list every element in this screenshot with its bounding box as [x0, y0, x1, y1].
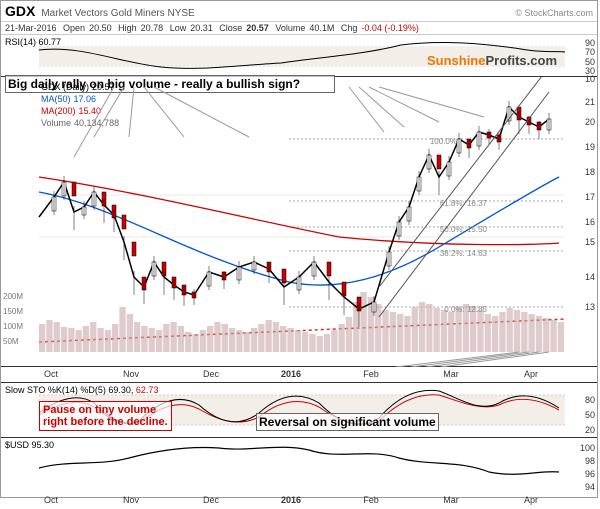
chart-header: GDX Market Vectors Gold Miners NYSE © St…	[1, 1, 597, 22]
annotation-reversal: Reversal on significant volume	[256, 413, 439, 431]
chg-val: -0.04 (-0.19%)	[361, 23, 419, 33]
ohlc-row: 21-Mar-2016 Open 20.50 High 20.78 Low20.31…	[1, 22, 597, 35]
sto-panel: Slow STO %K(14) %D(5) 69.30, 62.73 80502…	[1, 383, 597, 438]
close-val: 20.57	[246, 23, 269, 33]
date: 21-Mar-2016	[5, 23, 57, 33]
high-label: High	[118, 23, 137, 33]
vol-val: 40.1M	[309, 23, 334, 33]
vol-label: Volume	[275, 23, 305, 33]
x-axis-main: OctNovDec2016FebMarApr	[1, 367, 597, 383]
symbol: GDX	[5, 3, 35, 19]
brand-watermark: SunshineProfits.com	[427, 53, 557, 68]
fib-382: 38.2%: 14.63	[440, 249, 487, 258]
open-val: 20.50	[89, 23, 112, 33]
high-val: 20.78	[141, 23, 164, 33]
copyright: © StockCharts.com	[515, 8, 593, 18]
fib-0: 0.0%: 12.85	[444, 305, 487, 314]
usd-plot	[1, 438, 597, 493]
chart-container: GDX Market Vectors Gold Miners NYSE © St…	[0, 0, 598, 498]
fib-50: 50.0%: 15.50	[440, 225, 487, 234]
usd-panel: $USD 95.30 100989694	[1, 438, 597, 493]
low-val: 20.31	[190, 23, 213, 33]
rsi-panel: RSI(14) 60.77 9070503010 SunshineProfits…	[1, 35, 597, 77]
close-label: Close	[219, 23, 242, 33]
annotation-pause: Pause on tiny volume right before the de…	[39, 401, 172, 431]
open-label: Open	[63, 23, 85, 33]
fib-618: 61.8%: 16.37	[440, 199, 487, 208]
chg-label: Chg	[341, 23, 358, 33]
x-axis-bottom: OctNovDec2016FebMarApr	[1, 493, 597, 509]
main-panel: GDX (Daily) 20.57 MA(50) 17.06 MA(200) 1…	[1, 77, 597, 367]
low-label: Low	[170, 23, 187, 33]
main-plot	[1, 77, 597, 367]
symbol-desc: Market Vectors Gold Miners NYSE	[41, 8, 194, 19]
fib-100: 100.0%	[430, 137, 457, 146]
